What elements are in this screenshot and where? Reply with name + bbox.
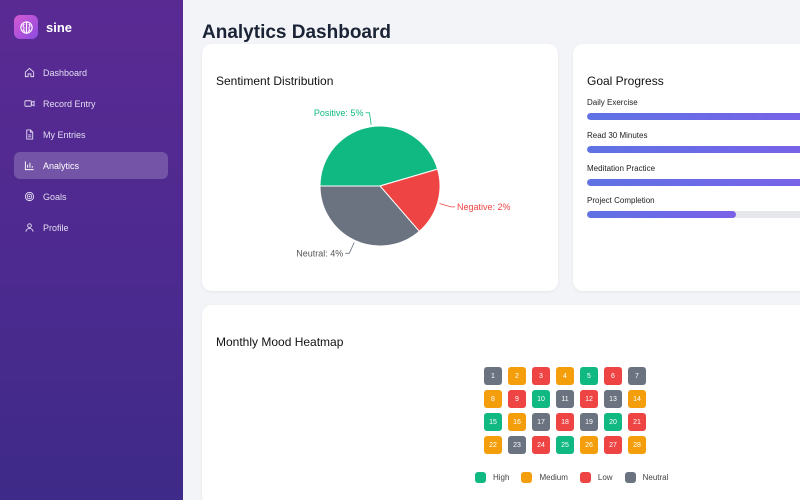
heatmap-day-cell[interactable]: 3 bbox=[532, 367, 550, 385]
pie-label-neutral: Neutral: 4% bbox=[296, 248, 343, 258]
goal-progress-track bbox=[587, 211, 800, 218]
pie-slice-neutral[interactable] bbox=[319, 185, 420, 247]
pie-label-positive: Positive: 5% bbox=[314, 108, 364, 118]
goal-daily-exercise: Daily Exercise bbox=[587, 98, 800, 120]
bar-chart-icon bbox=[24, 160, 35, 171]
sidebar-item-goals[interactable]: Goals bbox=[14, 183, 168, 210]
pie-leader-line bbox=[439, 203, 456, 208]
heatmap-day-cell[interactable]: 5 bbox=[580, 367, 598, 385]
goal-project-completion: Project Completion bbox=[587, 196, 800, 218]
legend-swatch bbox=[521, 472, 533, 483]
legend-item-high: High bbox=[475, 472, 509, 483]
page-title: Analytics Dashboard bbox=[202, 22, 391, 43]
sidebar-item-my-entries[interactable]: My Entries bbox=[14, 121, 168, 148]
sidebar: sine Dashboard Record Entry My Entries A… bbox=[0, 0, 183, 500]
heatmap-day-cell[interactable]: 14 bbox=[628, 390, 646, 408]
heatmap-day-cell[interactable]: 22 bbox=[484, 436, 502, 454]
heatmap-day-cell[interactable]: 27 bbox=[604, 436, 622, 454]
heatmap-day-cell[interactable]: 21 bbox=[628, 413, 646, 431]
goals-card: Goal Progress Daily Exercise Read 30 Min… bbox=[573, 44, 800, 291]
sidebar-item-label: Goals bbox=[43, 191, 67, 202]
pie-slice-positive[interactable] bbox=[319, 125, 439, 187]
sidebar-item-dashboard[interactable]: Dashboard bbox=[14, 59, 168, 86]
goal-meditation-practice: Meditation Practice bbox=[587, 164, 800, 186]
heatmap-day-cell[interactable]: 24 bbox=[532, 436, 550, 454]
goal-label: Daily Exercise bbox=[587, 98, 638, 107]
heatmap-day-cell[interactable]: 12 bbox=[580, 390, 598, 408]
heatmap-day-cell[interactable]: 10 bbox=[532, 390, 550, 408]
heatmap-day-cell[interactable]: 15 bbox=[484, 413, 502, 431]
mood-heatmap-grid: 1 2 3 4 5 6 7 8 9 10 11 12 13 14 15 16 17 18 19 20 21 22 23 24 2… bbox=[484, 367, 646, 454]
sidebar-item-profile[interactable]: Profile bbox=[14, 214, 168, 241]
heatmap-day-cell[interactable]: 23 bbox=[508, 436, 526, 454]
heatmap-day-cell[interactable]: 19 bbox=[580, 413, 598, 431]
heatmap-day-cell[interactable]: 11 bbox=[556, 390, 574, 408]
document-icon bbox=[24, 129, 35, 140]
legend-swatch bbox=[579, 472, 591, 483]
heatmap-day-cell[interactable]: 4 bbox=[556, 367, 574, 385]
sidebar-item-label: Dashboard bbox=[43, 67, 88, 78]
heatmap-day-cell[interactable]: 9 bbox=[508, 390, 526, 408]
goal-progress-bar bbox=[587, 211, 736, 218]
goal-label: Read 30 Minutes bbox=[587, 131, 648, 140]
legend-item-medium: Medium bbox=[521, 472, 568, 483]
heatmap-day-cell[interactable]: 28 bbox=[628, 436, 646, 454]
sentiment-pie-chart: Positive: 5% Negative: 2% Neutral: 4% bbox=[296, 108, 511, 259]
sentiment-card: Sentiment Distribution Positive: 5% Negat… bbox=[202, 44, 558, 291]
sidebar-nav: Dashboard Record Entry My Entries Analyt… bbox=[14, 59, 168, 245]
heatmap-day-cell[interactable]: 13 bbox=[604, 390, 622, 408]
legend-item-low: Low bbox=[579, 472, 613, 483]
heatmap-day-cell[interactable]: 1 bbox=[484, 367, 502, 385]
heatmap-day-cell[interactable]: 7 bbox=[628, 367, 646, 385]
legend-label: Low bbox=[597, 473, 613, 482]
brand[interactable]: sine bbox=[14, 15, 72, 39]
goal-progress-bar bbox=[587, 113, 800, 120]
legend-label: Medium bbox=[539, 473, 568, 482]
legend-swatch bbox=[624, 472, 636, 483]
heatmap-card: Monthly Mood Heatmap 1 2 3 4 5 6 7 8 9 10 11 12 13 14… bbox=[202, 305, 800, 500]
heatmap-legend: High Medium Low Neutral bbox=[475, 472, 680, 483]
pie-slice-negative[interactable] bbox=[379, 168, 441, 233]
target-icon bbox=[24, 191, 35, 202]
goal-progress-track bbox=[587, 179, 800, 186]
brand-name: sine bbox=[46, 19, 73, 35]
heatmap-title: Monthly Mood Heatmap bbox=[216, 335, 344, 349]
legend-swatch bbox=[475, 472, 486, 483]
sidebar-item-label: My Entries bbox=[43, 129, 86, 140]
goals-title: Goal Progress bbox=[587, 74, 664, 88]
goal-label: Meditation Practice bbox=[587, 164, 656, 173]
heatmap-day-cell[interactable]: 8 bbox=[484, 390, 502, 408]
sentiment-title: Sentiment Distribution bbox=[216, 74, 334, 88]
legend-label: Neutral bbox=[642, 473, 669, 482]
heatmap-day-cell[interactable]: 20 bbox=[604, 413, 622, 431]
sidebar-item-record-entry[interactable]: Record Entry bbox=[14, 90, 168, 117]
heatmap-day-cell[interactable]: 6 bbox=[604, 367, 622, 385]
heatmap-day-cell[interactable]: 17 bbox=[532, 413, 550, 431]
sidebar-item-label: Profile bbox=[43, 222, 69, 233]
goal-read-30-minutes: Read 30 Minutes bbox=[587, 131, 800, 153]
legend-item-neutral: Neutral bbox=[624, 472, 669, 483]
pie-label-negative: Negative: 2% bbox=[457, 202, 511, 212]
goal-label: Project Completion bbox=[587, 196, 655, 205]
heatmap-day-cell[interactable]: 2 bbox=[508, 367, 526, 385]
heatmap-day-cell[interactable]: 16 bbox=[508, 413, 526, 431]
heatmap-day-cell[interactable]: 25 bbox=[556, 436, 574, 454]
goal-progress-bar bbox=[587, 146, 800, 153]
sidebar-item-analytics[interactable]: Analytics bbox=[14, 152, 168, 179]
home-icon bbox=[24, 67, 35, 78]
goal-progress-bar bbox=[587, 179, 800, 186]
pie-leader-line bbox=[365, 112, 372, 125]
legend-label: High bbox=[493, 473, 510, 482]
heatmap-day-cell[interactable]: 18 bbox=[556, 413, 574, 431]
sidebar-item-label: Record Entry bbox=[43, 98, 96, 109]
sidebar-item-label: Analytics bbox=[43, 160, 80, 171]
video-icon bbox=[24, 98, 35, 109]
brain-icon bbox=[14, 15, 38, 39]
heatmap-day-cell[interactable]: 26 bbox=[580, 436, 598, 454]
goal-progress-track bbox=[587, 113, 800, 120]
pie-leader-line bbox=[345, 242, 355, 254]
user-icon bbox=[24, 222, 35, 233]
goal-progress-track bbox=[587, 146, 800, 153]
main-content: Analytics Dashboard Sentiment Distributi… bbox=[183, 0, 800, 500]
